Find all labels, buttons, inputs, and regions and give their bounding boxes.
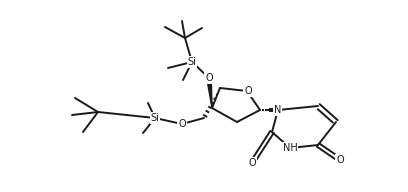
Text: N: N — [274, 105, 282, 115]
Text: O: O — [244, 86, 252, 96]
Text: O: O — [248, 158, 256, 168]
Text: Si: Si — [188, 57, 196, 67]
Text: O: O — [336, 155, 344, 165]
Text: Si: Si — [151, 113, 160, 123]
Text: NH: NH — [283, 143, 297, 153]
Text: O: O — [205, 73, 213, 83]
Polygon shape — [207, 78, 212, 108]
Text: O: O — [178, 119, 186, 129]
